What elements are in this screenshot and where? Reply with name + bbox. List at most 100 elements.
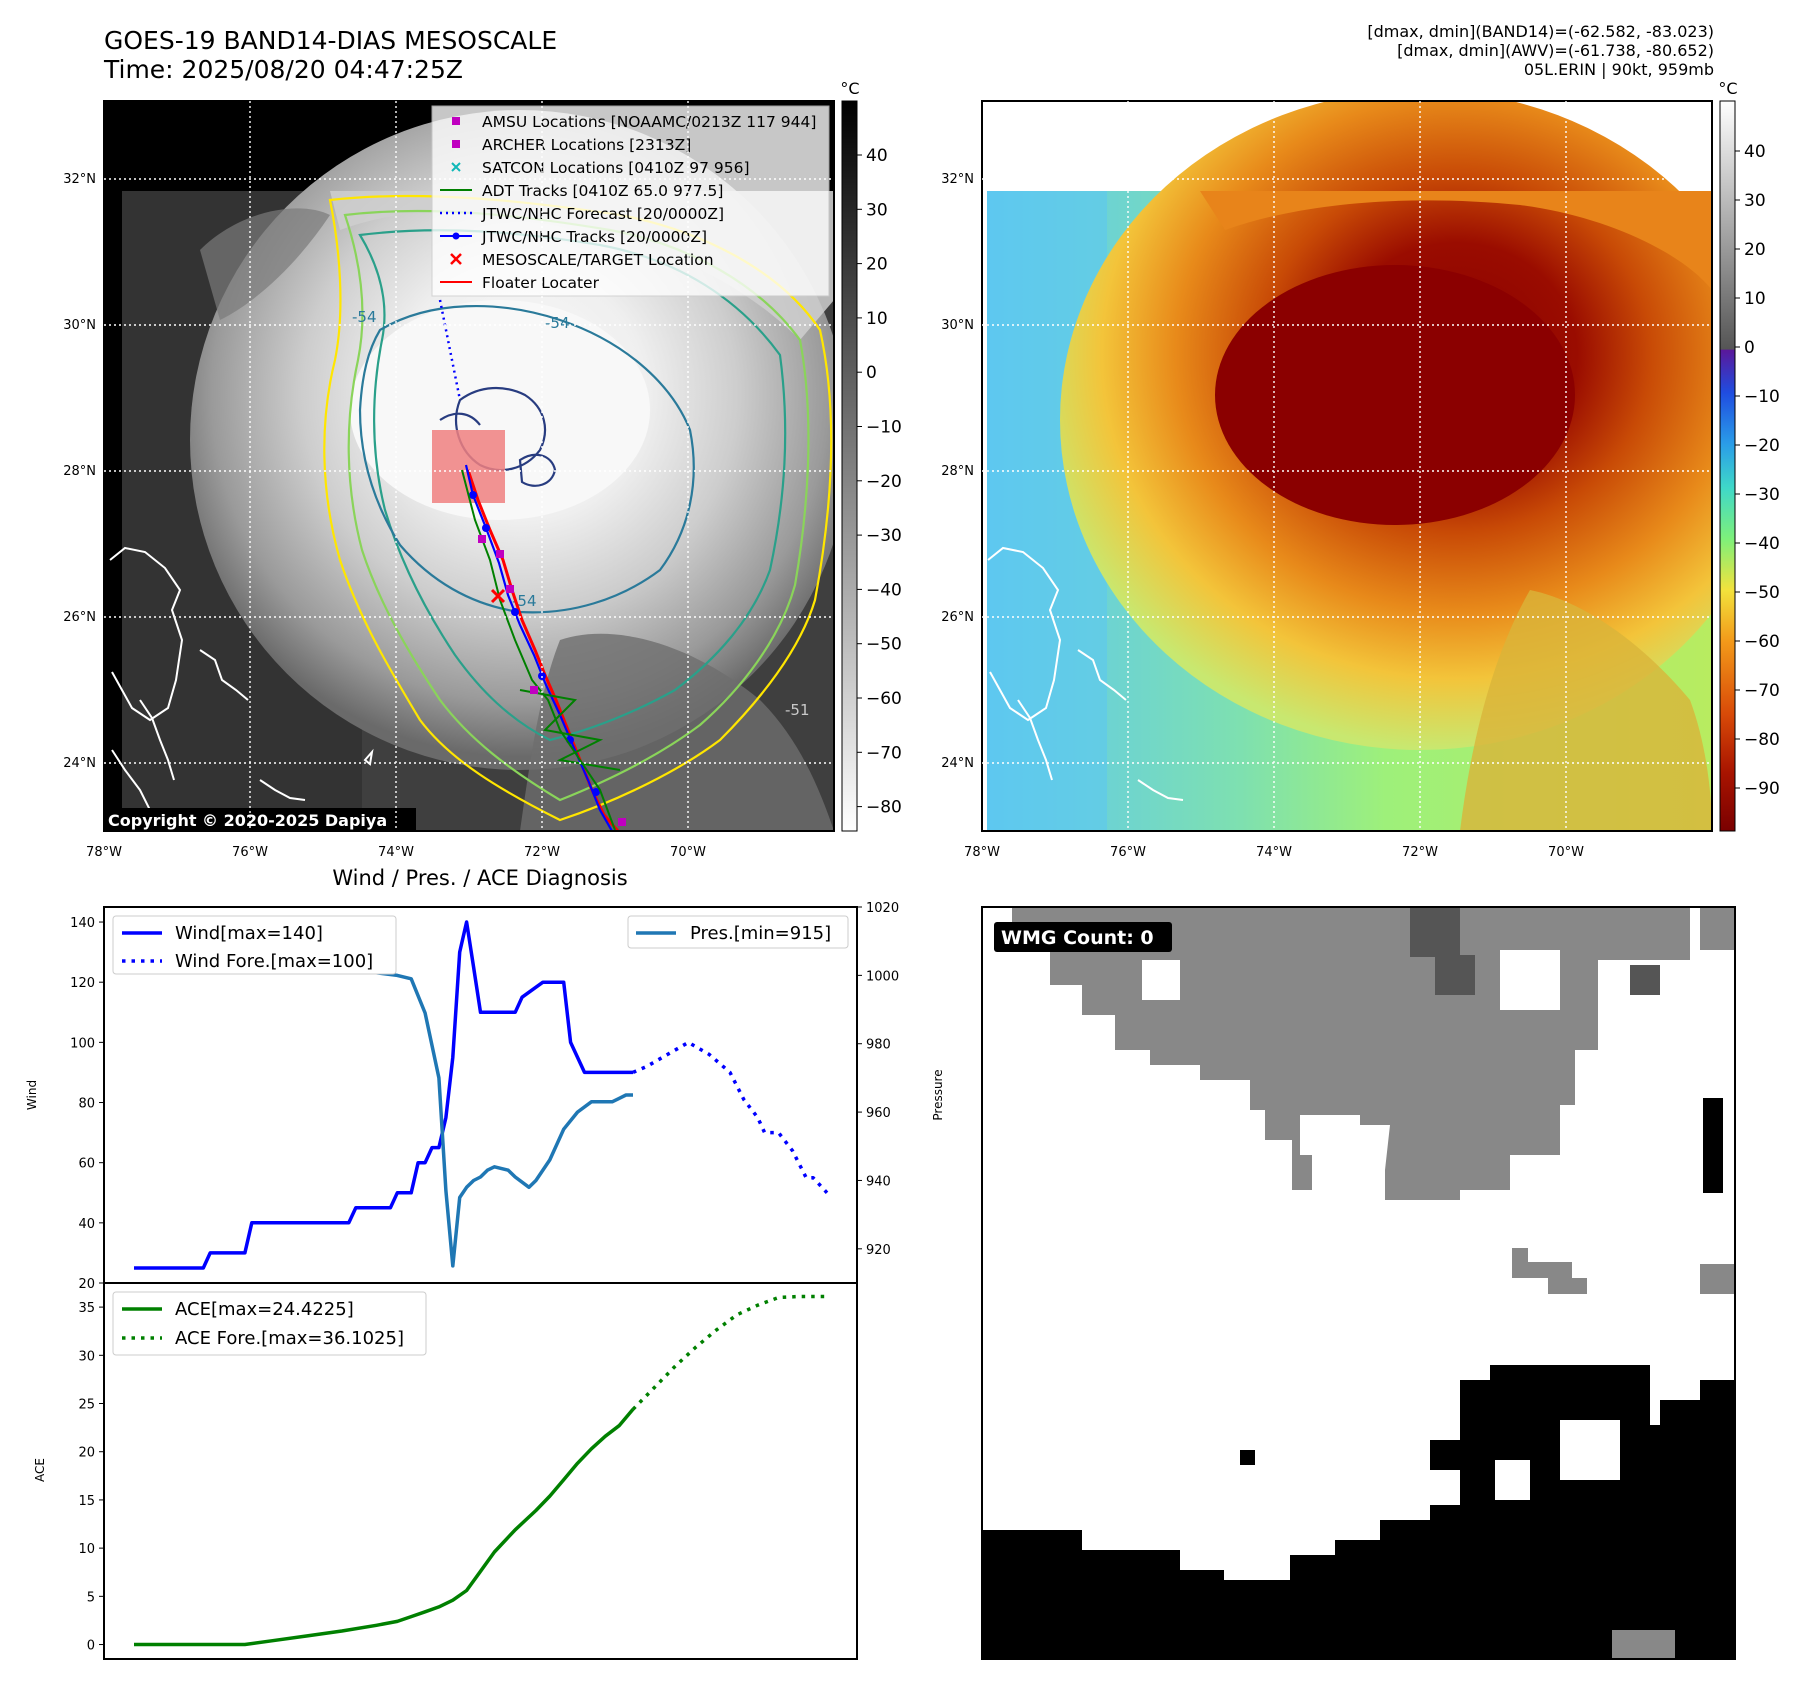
awv-colorbar-unit: °C [1718,79,1737,98]
y-tick-label: 120 [70,976,95,991]
floater-box [432,430,505,503]
title-line-1: GOES-19 BAND14-DIAS MESOSCALE [104,26,558,55]
contour-label: -51 [785,701,810,719]
ir-colorbar-unit: °C [840,79,859,98]
legend-label: ADT Tracks [0410Z 65.0 977.5] [482,182,723,200]
colorbar-tick-label: 40 [1744,142,1766,162]
wind-chart-ticks: 140 120 100 80 60 40 20 1020 1000 980 960 940 920 [70,901,899,1292]
forecast-track [438,299,462,401]
info-line-3: 05L.ERIN | 90kt, 959mb [1523,60,1714,79]
ir-legend: AMSU Locations [NOAAMC/0213Z 117 944] AR… [431,105,830,297]
colorbar-tick-label: −50 [866,635,902,655]
wmg-cell [1300,1115,1360,1155]
longitude-label: 76°W [1110,845,1146,860]
awv-frame [981,100,1713,832]
map-grids: 78°W 76°W 74°W 72°W 70°W 32°N 30°N 28°N 26°N 24°N… [63,101,1712,860]
legend-label: Floater Locater [482,274,600,292]
awv-colorbar-ticks: 40 30 20 10 0 −10 −20 −30 −40 −50 −60 −70 −80 −90 [1735,142,1780,799]
y-tick-label: 35 [78,1301,95,1316]
pressure-axis-label: Pressure [931,1069,945,1120]
ace-chart: ACE 35 30 25 20 15 10 5 0 ACE[max=24.4225] ACE … [33,1282,858,1660]
diagnosis-title: Wind / Pres. / ACE Diagnosis [332,866,627,890]
colorbar-tick-label: −10 [866,418,902,438]
legend-label-ace: ACE[max=24.4225] [175,1299,354,1320]
colorbar-tick-label: 30 [866,200,888,220]
wind-axis-label: Wind [25,1080,39,1110]
wmg-gray-cell [1612,1630,1675,1659]
y-tick-label: 40 [78,1217,95,1232]
ir-panel: -54 -54 -54 -51 [103,100,835,832]
wmg-cell [1700,907,1735,950]
colorbar-tick-label: −20 [866,472,902,492]
wmg-cell [1495,1460,1530,1500]
wmg-cell [1700,950,1735,960]
wmg-dark-cell [1435,955,1475,995]
wmg-black-cell [1240,1450,1255,1465]
latitude-label: 32°N [941,172,974,187]
wmg-cell [1500,950,1560,1010]
coastline [987,546,1184,801]
legend-label-pressure: Pres.[min=915] [690,923,831,944]
longitude-label: 72°W [1402,845,1438,860]
y-tick-label: 10 [78,1542,95,1557]
wmg-panel: WMG Count: 0 [981,906,1736,1660]
awv-image [982,101,1712,831]
y-tick-label: 25 [78,1398,95,1413]
pressure-legend-box [627,915,849,949]
ace-legend-box [112,1291,427,1356]
storm-info: [dmax, dmin](BAND14)=(-62.582, -83.023) … [1367,22,1714,79]
legend-marker-archer [452,140,460,148]
coastline [109,546,374,821]
wmg-black-cell [1430,1440,1460,1470]
wmg-frame [981,906,1736,1660]
title-line-2: Time: 2025/08/20 04:47:25Z [104,55,463,84]
colorbar-tick-label: 0 [866,363,877,383]
longitude-label: 70°W [1548,845,1584,860]
colorbar-tick-label: −50 [1744,583,1780,603]
wmg-dark-cell [1630,965,1660,995]
colorbar-tick-label: 20 [1744,240,1766,260]
colorbar-tick-label: −10 [1744,387,1780,407]
y-tick-label: 5 [87,1590,95,1605]
legend-label: JTWC/NHC Forecast [20/0000Z] [481,205,724,223]
legend-label-wind-fore: Wind Fore.[max=100] [175,951,373,972]
wind-legend: Wind[max=140] Wind Fore.[max=100] Pres.[… [112,915,849,975]
legend-label: ARCHER Locations [2313Z] [482,136,691,154]
y-tick-label: 80 [78,1097,95,1112]
longitude-label: 74°W [1256,845,1292,860]
y-tick-label: 20 [78,1277,95,1292]
latitude-label: 30°N [63,318,96,333]
wmg-dark-cell [1410,907,1460,957]
latitude-label: 26°N [941,610,974,625]
ace-chart-ticks: 35 30 25 20 15 10 5 0 [78,1301,104,1654]
track-points [469,491,600,796]
longitude-label: 76°W [232,845,268,860]
legend-label: AMSU Locations [NOAAMC/0213Z 117 944] [482,113,816,131]
y2-tick-label: 960 [866,1106,891,1121]
wmg-cell [1142,960,1180,1000]
latitude-label: 32°N [63,172,96,187]
adt-track [461,469,616,831]
awv-colorbar-ramp [1719,100,1736,832]
wmg-count: WMG Count: 0 [1001,927,1154,949]
legend-label-wind: Wind[max=140] [175,923,323,944]
info-line-2: [dmax, dmin](AWV)=(-61.738, -80.652) [1397,41,1714,60]
wmg-cell [1560,1420,1620,1480]
latitude-label: 26°N [63,610,96,625]
legend-marker-target [450,253,462,265]
colorbar-tick-label: 0 [1744,338,1755,358]
series-line-ace [134,1408,635,1647]
awv-colorbar: °C 40 30 20 10 0 −10 −20 −30 −40 −50 −60 −70 −80 −90 [1718,79,1780,832]
colorbar-tick-label: −90 [1744,779,1780,799]
y-tick-label: 30 [78,1349,95,1364]
y-tick-label: 100 [70,1036,95,1051]
legend-label-ace-fore: ACE Fore.[max=36.1025] [175,1328,404,1349]
y2-tick-label: 920 [866,1243,891,1258]
y-tick-label: 140 [70,916,95,931]
legend-label: JTWC/NHC Tracks [20/0000Z] [481,228,707,246]
colorbar-tick-label: 20 [866,255,888,275]
legend-label: SATCON Locations [0410Z 97 956] [482,159,750,177]
copyright-text: Copyright © 2020-2025 Dapiya [108,811,387,830]
ace-axis-label: ACE [33,1458,47,1482]
